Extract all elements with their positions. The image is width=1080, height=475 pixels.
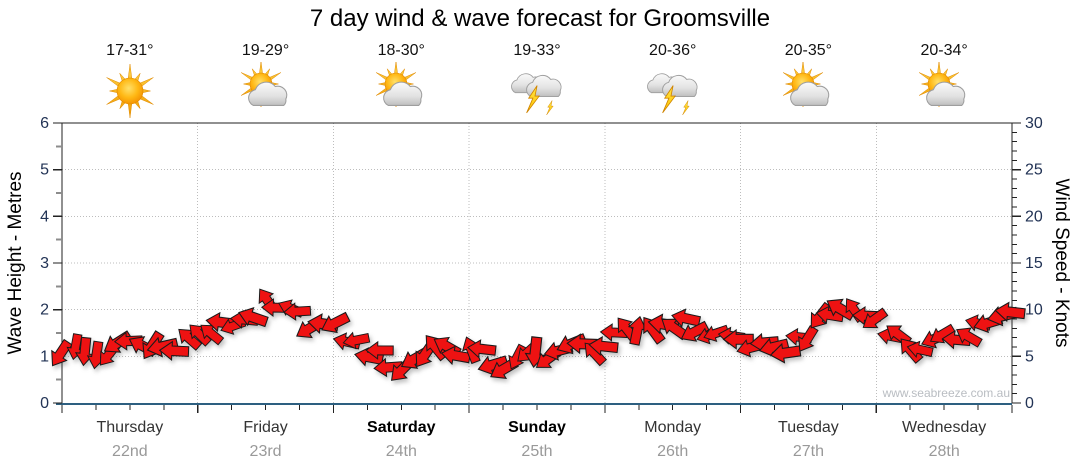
weekday-label: Wednesday xyxy=(902,419,987,436)
axes xyxy=(56,122,1013,411)
partly-cloudy-icon xyxy=(234,60,298,120)
right-tick-label: 25 xyxy=(1025,162,1043,179)
wind-arrow xyxy=(342,331,371,350)
weekday-label: Friday xyxy=(243,419,288,436)
temperature-range: 20-34° xyxy=(920,42,968,59)
weekday-label: Thursday xyxy=(96,419,164,436)
left-tick-label: 0 xyxy=(40,395,49,412)
wind-arrow xyxy=(238,306,269,328)
wind-arrow xyxy=(956,327,983,348)
wind-arrow xyxy=(283,302,312,321)
wind-arrow xyxy=(862,307,889,329)
weekday-label: Sunday xyxy=(508,419,566,436)
right-tick-label: 30 xyxy=(1025,115,1043,132)
left-tick-label: 3 xyxy=(40,255,49,272)
wind-arrow xyxy=(798,325,819,352)
partly-cloudy-icon xyxy=(912,60,976,120)
right-tick-label: 15 xyxy=(1025,255,1043,272)
left-tick-label: 1 xyxy=(40,348,49,365)
wind-arrow xyxy=(680,320,710,342)
storm-icon xyxy=(641,62,705,120)
axis-tick-labels: 0 1 2 3 4 5 6 0 5 10 15 20 25 30 xyxy=(40,115,1043,412)
temperature-range: 20-35° xyxy=(784,42,833,59)
wind-arrow xyxy=(671,308,702,328)
right-tick-label: 20 xyxy=(1025,208,1043,225)
wind-arrow xyxy=(467,339,497,359)
wind-arrow xyxy=(906,340,934,358)
weekday-label: Tuesday xyxy=(778,419,839,436)
date-label: 25th xyxy=(521,443,553,460)
temperature-range: 18-30° xyxy=(377,42,425,59)
storm-icon xyxy=(505,62,569,120)
weekday-label: Saturday xyxy=(367,419,436,436)
wind-arrow-series xyxy=(51,288,1026,381)
wind-arrow xyxy=(627,315,648,346)
left-tick-label: 5 xyxy=(40,162,49,179)
wind-arrow xyxy=(200,324,225,346)
wind-arrow xyxy=(373,357,403,378)
wind-arrow xyxy=(365,340,394,360)
chart-title: 7 day wind & wave forecast for Groomsvil… xyxy=(309,5,771,32)
right-tick-label: 10 xyxy=(1025,302,1043,319)
wind-arrow xyxy=(994,301,1026,323)
wind-arrow xyxy=(158,340,190,361)
wind-arrow xyxy=(588,336,619,357)
weekday-label: Monday xyxy=(644,419,702,436)
right-tick-label: 5 xyxy=(1025,348,1034,365)
date-label: 26th xyxy=(657,443,689,460)
wind-arrow xyxy=(178,328,203,351)
wind-arrow xyxy=(321,311,351,334)
date-label: 23rd xyxy=(249,443,282,460)
left-tick-label: 2 xyxy=(40,302,49,319)
partly-cloudy-icon xyxy=(776,60,840,120)
partly-cloudy-icon xyxy=(369,60,433,120)
wind-arrow xyxy=(113,331,143,351)
temperature-range: 19-29° xyxy=(241,42,290,59)
temperature-range: 19-33° xyxy=(513,42,561,59)
date-label: 27th xyxy=(792,443,824,460)
temperature-range: 17-31° xyxy=(106,42,154,59)
date-label: 24th xyxy=(385,443,417,460)
wind-arrow xyxy=(769,342,802,364)
date-label: 28th xyxy=(928,443,960,460)
wind-arrow xyxy=(929,323,956,344)
right-tick-label: 0 xyxy=(1025,395,1034,412)
left-tick-label: 6 xyxy=(40,115,49,132)
axis-ticks xyxy=(53,122,1021,413)
wind-arrow xyxy=(477,355,509,376)
date-label: 22nd xyxy=(112,443,148,460)
watermark: www.seabreeze.com.au xyxy=(882,386,1010,400)
wind-arrow xyxy=(703,324,730,343)
sunny-icon xyxy=(98,62,162,120)
left-tick-label: 4 xyxy=(40,208,49,225)
temperature-range: 20-36° xyxy=(649,42,697,59)
wind-arrow xyxy=(51,338,73,367)
